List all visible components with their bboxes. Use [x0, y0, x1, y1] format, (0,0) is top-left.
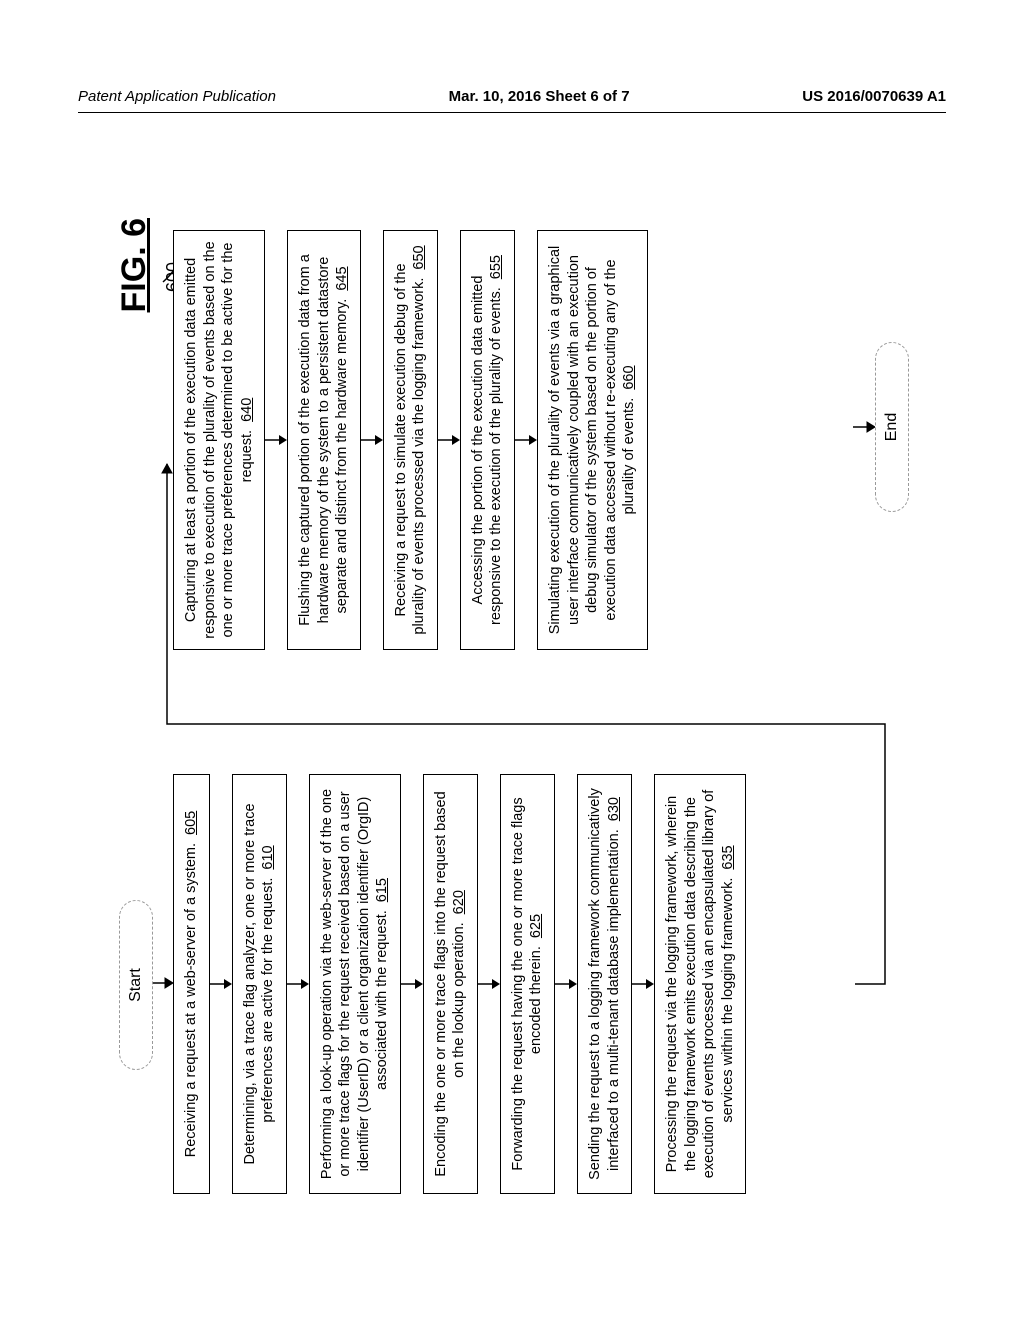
figure-6: FIG. 6 600 Start Receiving a request at …: [115, 200, 940, 1200]
end-label: End: [883, 413, 901, 441]
header-center: Mar. 10, 2016 Sheet 6 of 7: [449, 88, 630, 105]
header-left: Patent Application Publication: [78, 88, 276, 105]
header-right: US 2016/0070639 A1: [802, 88, 946, 105]
arrow-icon: [853, 420, 875, 434]
end-terminator: End: [875, 342, 909, 512]
connector-left-to-right-icon: [155, 224, 925, 1194]
header-rule: [78, 112, 946, 113]
start-label: Start: [127, 968, 145, 1002]
figure-label: FIG. 6: [115, 218, 154, 312]
start-terminator: Start: [119, 900, 153, 1070]
page-header: Patent Application Publication Mar. 10, …: [0, 88, 1024, 105]
